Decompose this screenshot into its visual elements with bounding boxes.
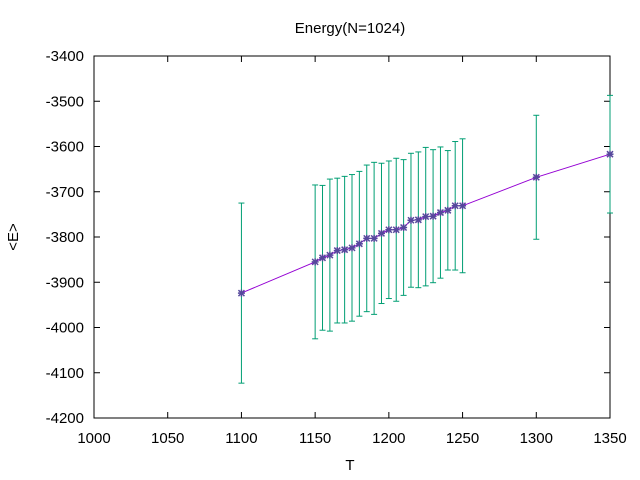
chart-title: Energy(N=1024) — [295, 20, 405, 37]
data-point — [400, 223, 408, 232]
data-point — [606, 150, 614, 158]
data-point — [451, 202, 459, 210]
data-point — [414, 216, 422, 224]
x-axis-label: T — [345, 457, 354, 474]
data-point — [341, 246, 349, 254]
y-tick-label: -4200 — [46, 410, 84, 427]
x-tick-label: 1050 — [151, 430, 184, 447]
data-point — [532, 173, 540, 181]
data-point — [444, 206, 452, 214]
data-point — [237, 289, 245, 297]
data-point — [407, 216, 415, 224]
y-tick-label: -3500 — [46, 93, 84, 110]
data-point — [318, 254, 327, 262]
data-point — [333, 247, 341, 255]
y-tick-label: -3600 — [46, 139, 84, 156]
x-tick-label: 1350 — [593, 430, 626, 447]
data-marks — [237, 94, 614, 384]
data-point — [348, 244, 356, 252]
data-point — [422, 213, 430, 221]
data-point — [429, 212, 437, 220]
x-tick-label: 1150 — [299, 430, 331, 447]
data-point — [385, 226, 393, 234]
x-tick-label: 1200 — [372, 430, 405, 447]
data-point — [370, 234, 378, 242]
x-tick-label: 1100 — [225, 430, 257, 447]
y-tick-label: -4000 — [46, 320, 84, 337]
y-axis-label: <E> — [5, 223, 22, 251]
y-tick-label: -3400 — [46, 48, 84, 65]
data-point — [363, 234, 371, 242]
data-point — [436, 209, 444, 217]
y-tick-label: -3700 — [46, 184, 84, 201]
y-tick-label: -3900 — [46, 274, 84, 291]
y-tick-label: -3800 — [46, 229, 84, 246]
data-point — [326, 251, 334, 259]
x-tick-label: 1250 — [446, 430, 479, 447]
data-point — [392, 226, 400, 234]
x-tick-label: 1000 — [77, 430, 110, 447]
data-point — [355, 240, 363, 248]
y-tick-label: -4100 — [46, 365, 84, 382]
data-point — [311, 258, 319, 266]
x-tick-label: 1300 — [520, 430, 553, 447]
data-point — [459, 202, 467, 210]
data-point — [377, 229, 386, 237]
axes: 1000 1050 1100 1150 1200 1250 1300 1350 -3400 -35… — [46, 48, 627, 447]
